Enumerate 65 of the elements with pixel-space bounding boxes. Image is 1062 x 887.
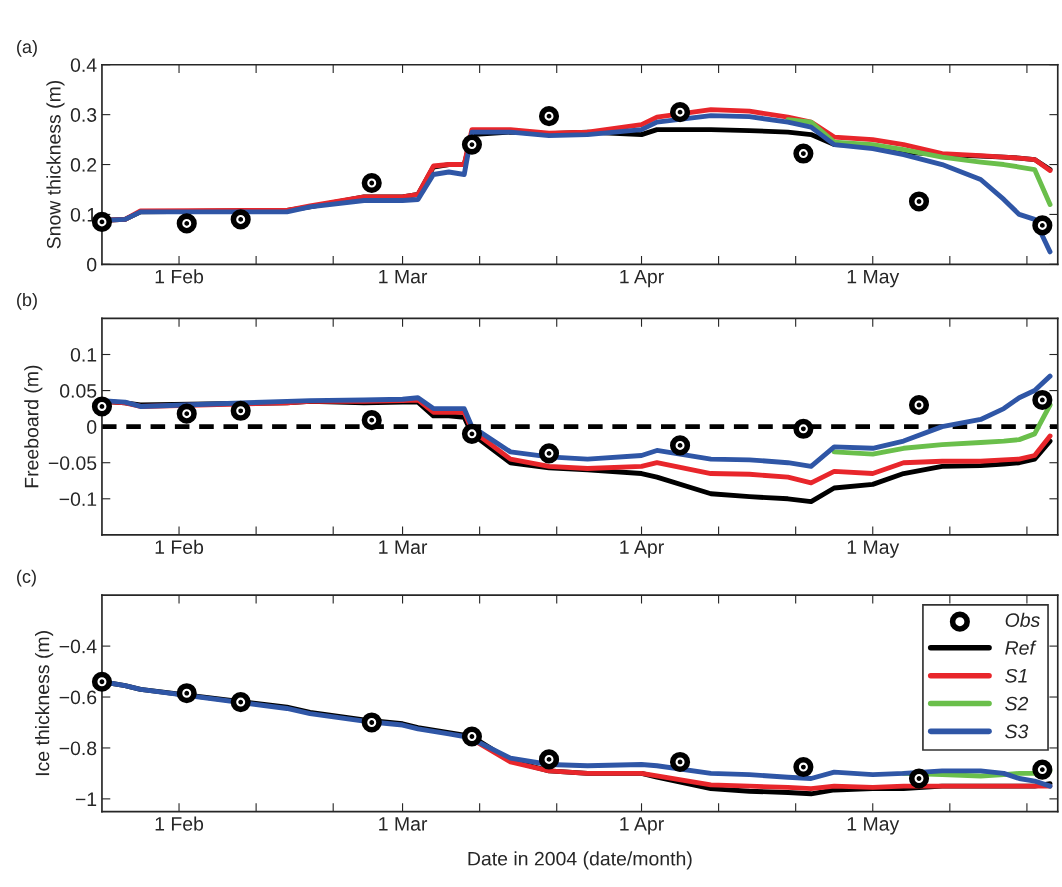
point bbox=[230, 400, 251, 421]
x-tick-label: 1 Mar bbox=[379, 269, 428, 284]
point bbox=[461, 134, 482, 155]
x-tick-label: 1 Apr bbox=[620, 817, 664, 835]
point bbox=[1032, 215, 1053, 236]
y-tick-label: 0 bbox=[87, 420, 97, 434]
x-tick-label: 1 Feb bbox=[155, 269, 204, 284]
x-tick-label: 1 Feb bbox=[155, 539, 204, 554]
y-tick-label: −0.8 bbox=[59, 741, 97, 756]
y-tick-label: 0.4 bbox=[70, 58, 97, 72]
y-tick-label: −1 bbox=[75, 792, 97, 806]
y-axis-title: Snow thickness (m) bbox=[46, 80, 65, 249]
x-tick-label: 1 May bbox=[847, 540, 900, 558]
legend-label: S3 bbox=[1005, 724, 1029, 739]
y-tick-label: −0.4 bbox=[59, 639, 97, 654]
text: (c) bbox=[17, 569, 36, 587]
y-tick-label: 0.1 bbox=[70, 347, 97, 362]
y-tick-label: −0.1 bbox=[59, 492, 97, 507]
point bbox=[91, 396, 113, 417]
point bbox=[176, 213, 197, 234]
text: (b) bbox=[17, 292, 37, 310]
point bbox=[669, 435, 691, 456]
x-tick-label: 1 Mar bbox=[379, 540, 428, 554]
point bbox=[908, 394, 930, 416]
line-series bbox=[785, 117, 1053, 207]
text: (a) bbox=[17, 39, 37, 57]
point bbox=[1032, 759, 1053, 780]
point bbox=[1032, 389, 1053, 411]
legend-label: S1 bbox=[1005, 668, 1027, 683]
point bbox=[361, 410, 382, 431]
point bbox=[669, 102, 691, 123]
point bbox=[461, 423, 482, 444]
legend-label: Ref bbox=[1005, 640, 1037, 655]
y-tick-label: 0.2 bbox=[70, 158, 97, 172]
point bbox=[230, 209, 251, 230]
point bbox=[669, 751, 691, 773]
point bbox=[538, 749, 560, 770]
point bbox=[361, 172, 382, 194]
x-tick-label: 1 Apr bbox=[620, 269, 664, 288]
point bbox=[793, 756, 814, 778]
point bbox=[908, 191, 930, 212]
point bbox=[793, 143, 814, 164]
x-tick-label: 1 Feb bbox=[155, 816, 204, 831]
point bbox=[908, 768, 930, 789]
y-tick-label: −0.05 bbox=[48, 456, 97, 470]
x-tick-label: 1 May bbox=[847, 269, 900, 288]
point bbox=[361, 712, 382, 733]
point bbox=[176, 683, 197, 704]
y-tick-label: −0.6 bbox=[59, 690, 97, 705]
y-axis-title: Ice thickness (m) bbox=[35, 631, 54, 776]
point bbox=[230, 692, 251, 713]
point bbox=[176, 403, 197, 424]
x-tick-label: 1 Apr bbox=[620, 540, 664, 558]
legend-label: Obs bbox=[1005, 612, 1040, 627]
x-tick-label: 1 Mar bbox=[379, 817, 428, 831]
x-axis-title: Date in 2004 (date/month) bbox=[468, 851, 692, 870]
x-tick-label: 1 May bbox=[847, 817, 900, 835]
y-tick-label: 0.05 bbox=[60, 384, 97, 398]
point bbox=[538, 443, 560, 464]
point bbox=[538, 106, 560, 127]
y-tick-label: 0 bbox=[87, 257, 97, 272]
point bbox=[793, 418, 814, 439]
y-axis-title: Freeboard (m) bbox=[24, 365, 43, 488]
legend-label: S2 bbox=[1005, 696, 1029, 711]
y-tick-label: 0.3 bbox=[70, 108, 97, 122]
